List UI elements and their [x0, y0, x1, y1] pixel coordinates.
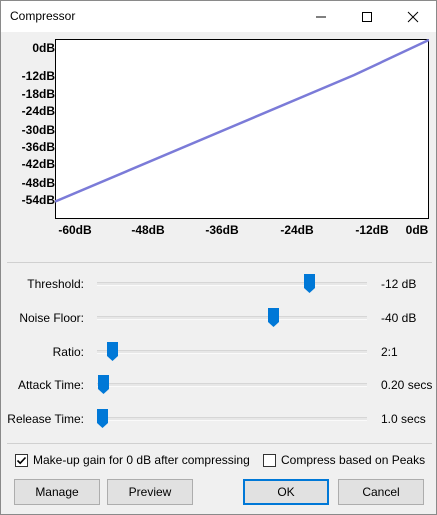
y-axis: 0dB -12dB -18dB -24dB -30dB -36dB -42dB … — [5, 35, 55, 207]
title-bar: Compressor — [1, 1, 436, 32]
ratio-row: Ratio: 2:1 — [1, 338, 437, 366]
maximize-button[interactable] — [344, 1, 390, 32]
manage-button[interactable]: Manage — [14, 479, 100, 505]
y-tick-label: -48dB — [21, 176, 55, 190]
ok-button[interactable]: OK — [243, 479, 329, 505]
threshold-slider[interactable] — [97, 274, 367, 293]
slider-thumb-icon[interactable] — [107, 342, 119, 361]
ratio-label: Ratio: — [52, 345, 84, 359]
noise-floor-row: Noise Floor: -40 dB — [1, 304, 437, 332]
y-tick-label: -24dB — [21, 104, 55, 118]
slider-thumb-icon[interactable] — [98, 375, 110, 394]
slider-thumb-icon[interactable] — [304, 274, 316, 293]
minimize-button[interactable] — [298, 1, 344, 32]
x-axis: -60dB -48dB -36dB -24dB -12dB 0dB — [55, 223, 429, 239]
compress-peaks-label: Compress based on Peaks — [281, 453, 426, 467]
slider-thumb-icon[interactable] — [267, 308, 279, 327]
compress-peaks-option[interactable]: Compress based on Peaks — [263, 452, 425, 468]
attack-time-value: 0.20 secs — [381, 378, 433, 392]
release-time-row: Release Time: 1.0 secs — [1, 405, 437, 433]
separator — [7, 262, 432, 263]
separator — [7, 443, 432, 444]
y-tick-label: -42dB — [21, 157, 55, 171]
noise-floor-slider[interactable] — [97, 308, 367, 327]
noise-floor-label: Noise Floor: — [19, 311, 84, 325]
makeup-gain-label: Make-up gain for 0 dB after compressing — [33, 453, 250, 467]
compression-graph-panel: 0dB -12dB -18dB -24dB -30dB -36dB -42dB … — [5, 35, 433, 241]
makeup-gain-option[interactable]: Make-up gain for 0 dB after compressing — [15, 452, 250, 468]
noise-floor-value: -40 dB — [381, 311, 417, 325]
x-tick-label: -36dB — [205, 223, 239, 237]
y-tick-label: -30dB — [21, 123, 55, 137]
preview-button[interactable]: Preview — [107, 479, 193, 505]
attack-time-label: Attack Time: — [17, 378, 84, 392]
y-tick-label: -12dB — [21, 69, 55, 83]
threshold-value: -12 dB — [381, 277, 417, 291]
threshold-label: Threshold: — [27, 277, 84, 291]
x-tick-label: -60dB — [58, 223, 92, 237]
release-time-value: 1.0 secs — [381, 412, 426, 426]
x-tick-label: -24dB — [280, 223, 314, 237]
slider-thumb-icon[interactable] — [97, 409, 108, 428]
attack-time-slider[interactable] — [97, 375, 367, 394]
x-tick-label: -12dB — [355, 223, 389, 237]
y-tick-label: -36dB — [21, 140, 55, 154]
close-button[interactable] — [390, 1, 436, 32]
close-icon — [407, 11, 419, 22]
y-tick-label: -18dB — [21, 87, 55, 101]
window-title: Compressor — [10, 9, 76, 23]
maximize-icon — [362, 11, 372, 22]
compression-curve-line — [55, 39, 429, 203]
ratio-value: 2:1 — [381, 345, 398, 359]
threshold-row: Threshold: -12 dB — [1, 270, 437, 298]
attack-time-row: Attack Time: 0.20 secs — [1, 371, 437, 399]
y-tick-label: -54dB — [21, 193, 55, 207]
checkmark-icon — [16, 456, 27, 464]
cancel-button[interactable]: Cancel — [338, 479, 424, 505]
ratio-slider[interactable] — [97, 342, 367, 361]
compression-curve-plot — [55, 39, 429, 219]
makeup-gain-checkbox[interactable] — [15, 453, 28, 467]
x-tick-label: -48dB — [131, 223, 165, 237]
y-tick-label: 0dB — [32, 41, 55, 55]
compress-peaks-checkbox[interactable] — [263, 453, 276, 467]
release-time-slider[interactable] — [97, 409, 367, 428]
x-tick-label: 0dB — [405, 223, 429, 237]
release-time-label: Release Time: — [7, 412, 84, 426]
minimize-icon — [316, 16, 326, 17]
